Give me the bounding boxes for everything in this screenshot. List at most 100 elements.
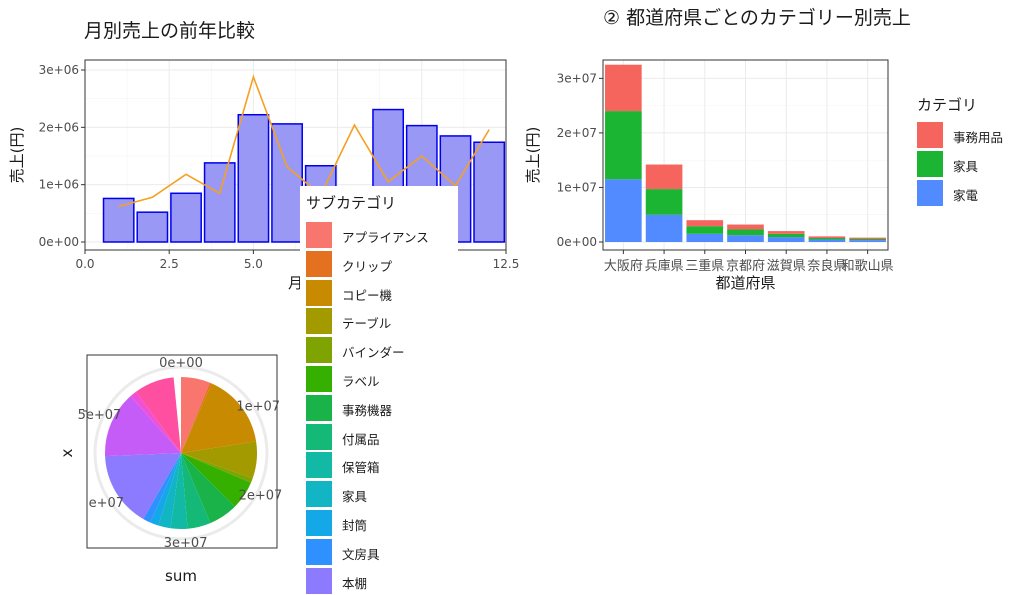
pie-ring-label: 0e+00 (159, 356, 203, 371)
prefecture-bar-segment (767, 233, 805, 238)
pie-ring-label: 5e+07 (78, 408, 122, 423)
prefecture-x-tick-label: 奈良県 (807, 258, 846, 274)
subcategory-legend-key (306, 279, 332, 306)
pie-slice (136, 377, 181, 453)
subcategory-legend: サブカテゴリ アプライアンス クリップ コピー機 テーブル バインダー ラベル 事務機器 付属… (300, 186, 458, 595)
monthly-y-tick-label: 2e+06 (39, 120, 79, 134)
monthly-bar (136, 211, 169, 243)
prefecture-y-tick-label: 3e+07 (557, 71, 597, 85)
pie-slice (170, 453, 188, 529)
pie-slice (181, 453, 253, 483)
prefecture-bar-segment (686, 220, 724, 227)
monthly-x-tick-label: 2.5 (160, 257, 179, 271)
subcategory-legend-label: 封筒 (342, 518, 368, 533)
monthly-bar (203, 162, 236, 243)
pie-ring-label: 2e+07 (239, 488, 283, 503)
prefecture-y-tick-label: 0e+00 (557, 235, 597, 249)
pie-slice (143, 453, 181, 523)
monthly-bar (237, 113, 270, 243)
subcategory-legend-key (306, 538, 332, 565)
category-legend-key (917, 122, 943, 148)
monthly-y-tick-label: 0e+00 (39, 235, 79, 249)
pie-slice (181, 377, 210, 453)
monthly-bar (271, 123, 303, 243)
subcategory-legend-label: 事務機器 (342, 402, 393, 418)
subcategory-legend-label: クリップ (342, 258, 393, 274)
pie-x-axis-label: sum (165, 567, 197, 585)
prefecture-bar-segment (808, 239, 846, 242)
pie-slice (181, 453, 211, 529)
prefecture-x-tick-label: 滋賀県 (767, 259, 806, 274)
prefecture-bar-segment (686, 226, 724, 234)
prefecture-bar-segment (849, 239, 886, 241)
prefecture-y-tick-label: 2e+07 (557, 126, 597, 140)
monthly-bar (102, 197, 135, 243)
subcategory-legend-key (306, 337, 332, 364)
subcategory-legend-title: サブカテゴリ (306, 194, 397, 212)
pie-slice (158, 453, 181, 529)
subcategory-legend-key (306, 510, 332, 536)
prefecture-x-tick-label: 三重県 (685, 258, 724, 274)
pie-slice (181, 382, 212, 453)
prefecture-x-axis-label: 都道府県 (715, 274, 775, 292)
subcategory-legend-key (306, 481, 332, 508)
subcategory-legend-key (306, 567, 332, 594)
monthly-line (118, 74, 490, 208)
subcategory-legend-label: 文房具 (342, 546, 380, 562)
monthly-y-tick-label: 1e+06 (39, 178, 79, 192)
pie-slice (105, 453, 181, 519)
category-legend-label: 家電 (953, 188, 979, 203)
subcategory-legend-key (306, 423, 332, 450)
monthly-x-axis-label: 月 (288, 274, 303, 292)
category-legend-key (917, 180, 943, 206)
pie-slice (181, 453, 235, 524)
pie-slice (130, 391, 181, 453)
subcategory-legend-label: ラベル (342, 374, 380, 389)
prefecture-bar-segment (645, 214, 683, 242)
subcategory-legend-key (306, 250, 332, 277)
monthly-x-tick-label: 5.0 (244, 257, 263, 271)
subcategory-legend-key (306, 366, 332, 392)
subcategory-legend-label: 保管箱 (342, 460, 380, 476)
prefecture-x-tick-label: 京都府 (726, 259, 765, 274)
subcategory-legend-label: 家具 (342, 489, 368, 505)
monthly-bar (473, 141, 506, 243)
category-legend-key (917, 151, 943, 177)
prefecture-bar-segment (808, 238, 846, 240)
prefecture-x-tick-label: 兵庫県 (645, 259, 684, 274)
monthly-x-tick-label: 0.0 (75, 257, 94, 271)
category-legend-label: 事務用品 (953, 130, 1004, 145)
pie-slice (181, 441, 257, 479)
category-legend-label: 家具 (953, 159, 979, 174)
pie-ring-label: 1e+07 (236, 400, 280, 415)
subcategory-legend-label: 付属品 (342, 431, 380, 447)
monthly-x-tick-label: 12.5 (493, 257, 520, 271)
monthly-chart-title: 月別売上の前年比較 (84, 20, 255, 42)
subcategory-legend-key (306, 394, 332, 421)
pie-slice (181, 453, 251, 507)
subcategory-legend-key (306, 308, 332, 335)
pie-y-axis-label: x (58, 448, 76, 457)
subcategory-pie-chart: 0e+00 1e+07 2e+07 3e+07 e+07 5e+07 sum x (58, 354, 283, 585)
prefecture-bar-segment (767, 231, 805, 234)
prefecture-bar-segment (686, 233, 724, 242)
prefecture-bar-segment (645, 164, 683, 190)
monthly-y-tick-label: 3e+06 (39, 63, 79, 77)
prefecture-bar-segment (767, 237, 805, 242)
subcategory-legend-label: バインダー (342, 345, 405, 361)
pie-ring-label: 3e+07 (164, 536, 208, 551)
prefecture-x-tick-label: 大阪府 (604, 259, 643, 274)
pie-slice (150, 453, 181, 526)
prefecture-y-tick-label: 1e+07 (557, 180, 597, 194)
subcategory-legend-key (306, 452, 332, 479)
subcategory-legend-label: アプライアンス (342, 230, 429, 245)
prefecture-bar-segment (605, 179, 642, 242)
prefecture-bar-segment (605, 111, 642, 180)
prefecture-bar-segment (727, 224, 764, 230)
prefecture-y-axis-label: 売上(円) (524, 127, 542, 184)
monthly-bar (170, 192, 202, 243)
subcategory-legend-label: 本棚 (342, 575, 368, 591)
prefecture-bar-segment (727, 235, 764, 242)
pie-slice (181, 383, 257, 453)
prefecture-bar-segment (849, 237, 886, 239)
